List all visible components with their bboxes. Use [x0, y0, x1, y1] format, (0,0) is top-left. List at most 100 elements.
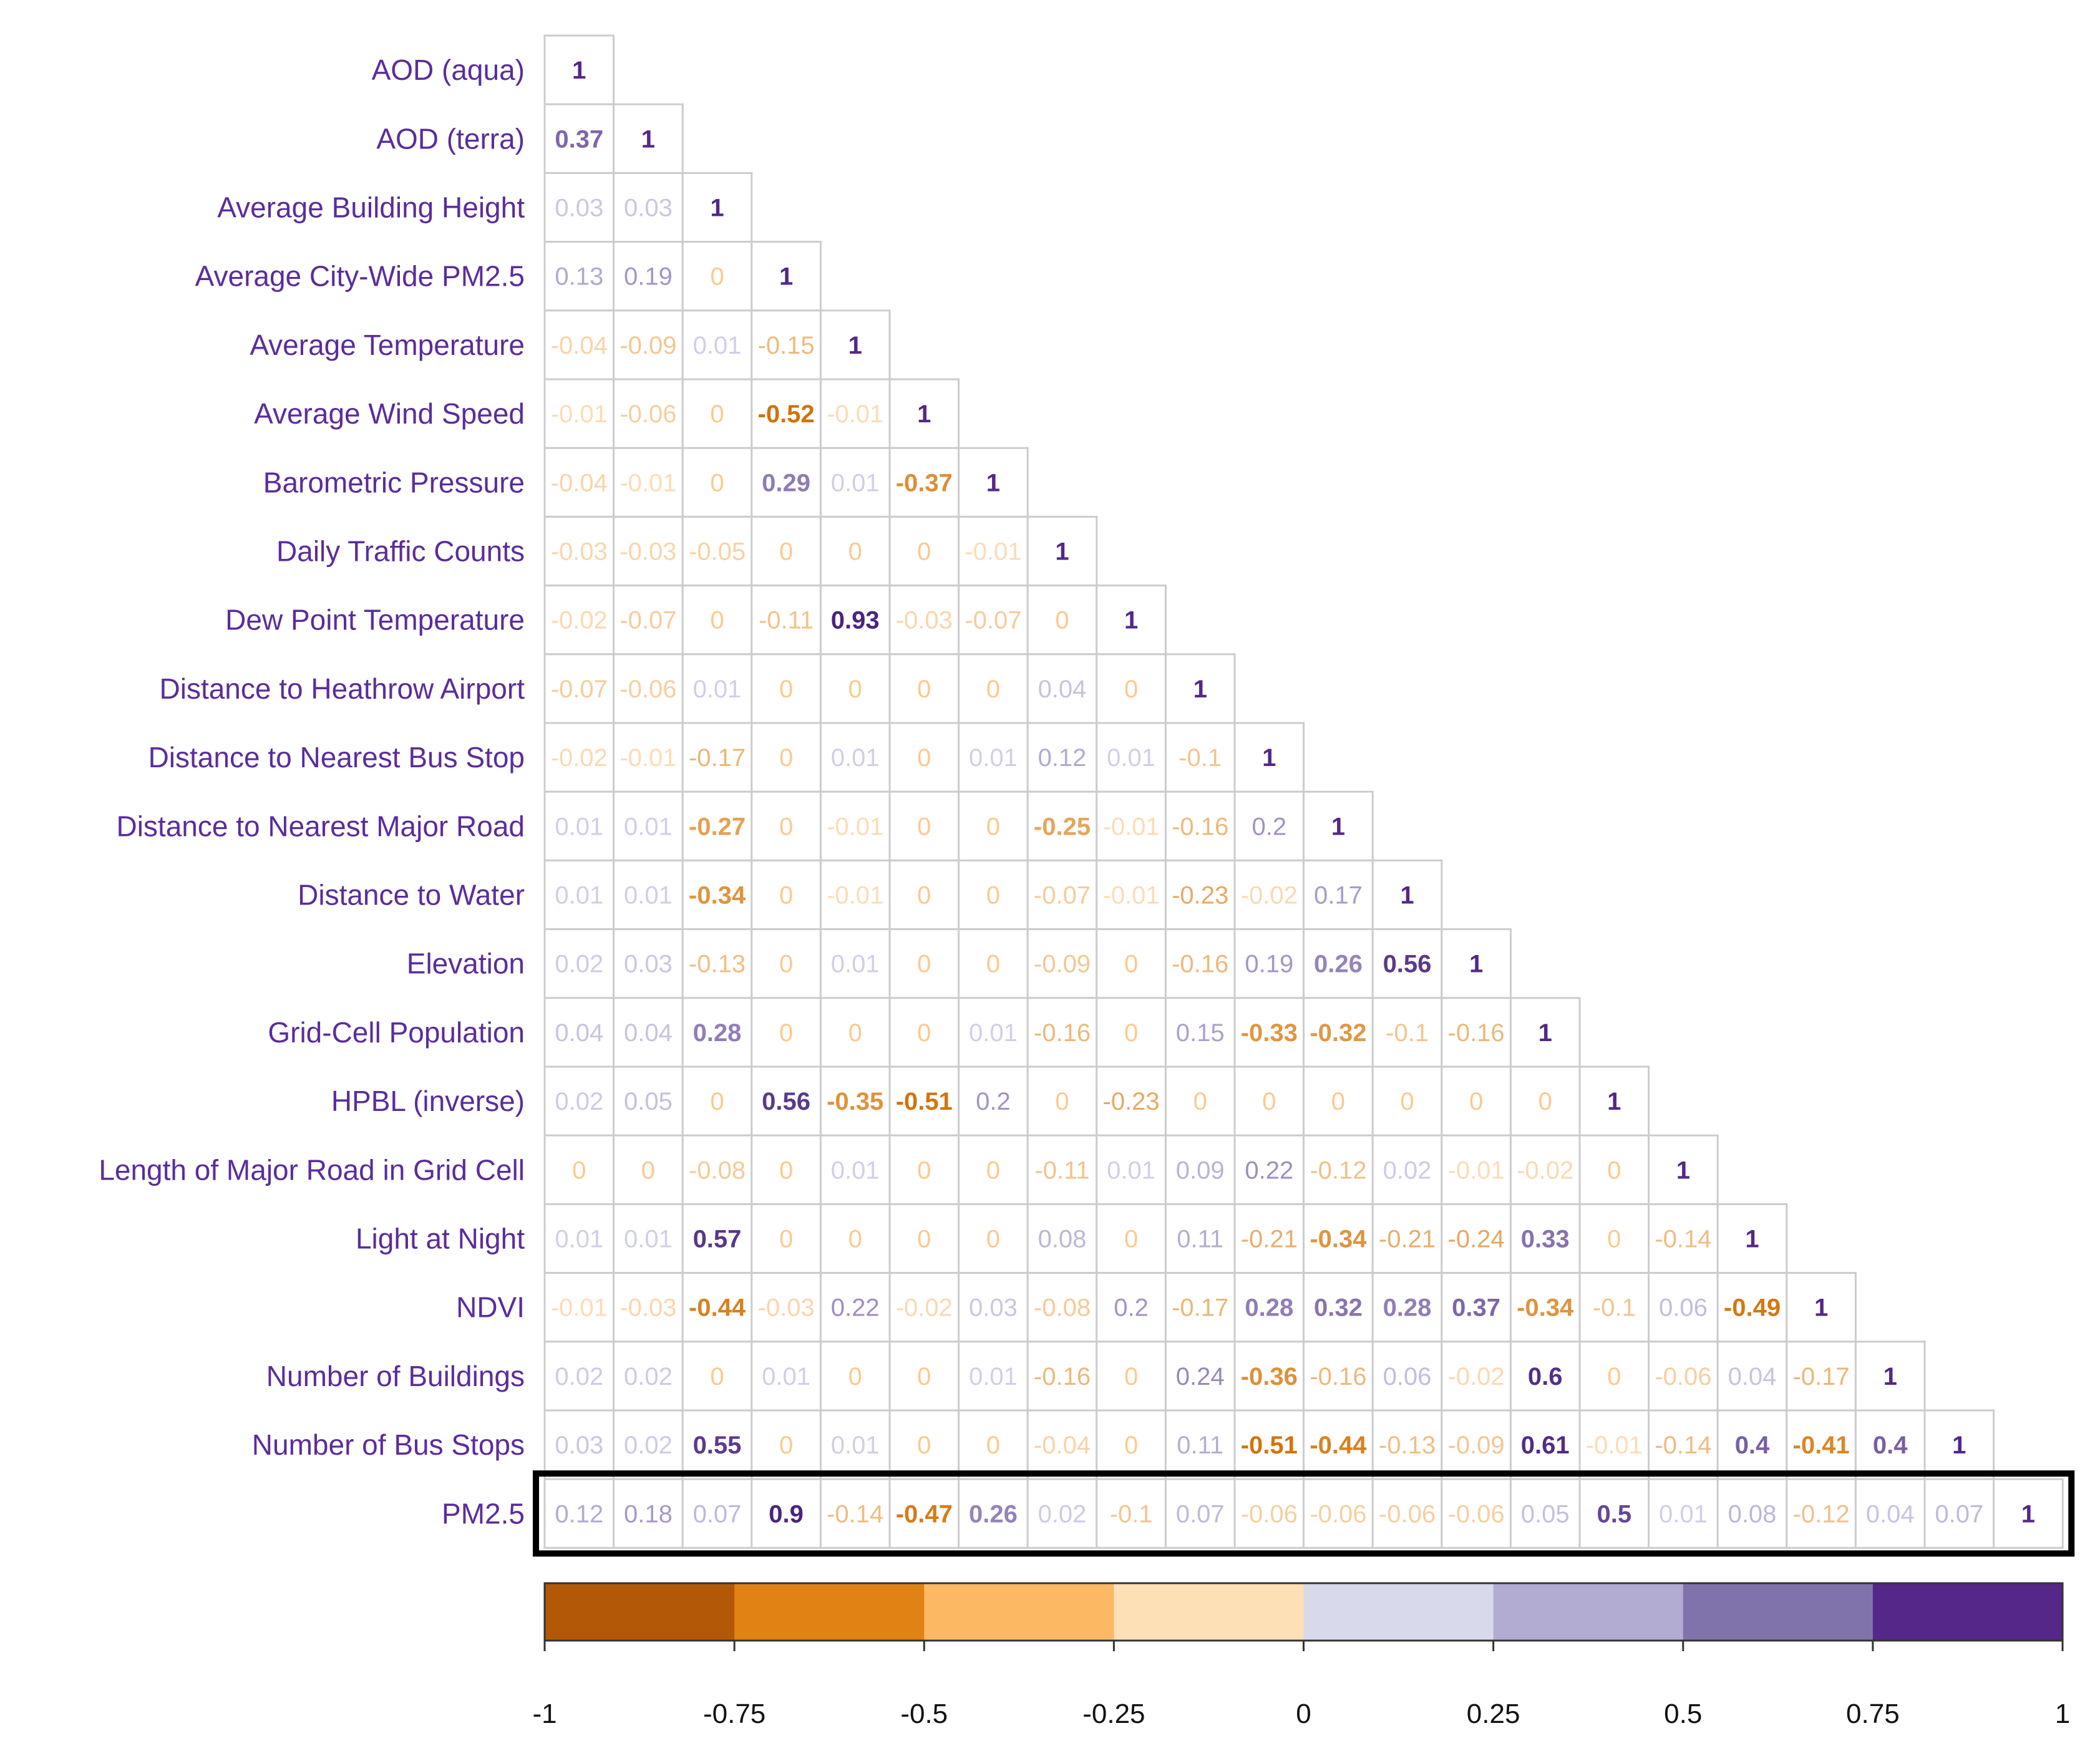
matrix-cell: 0.01	[613, 790, 684, 861]
cell-value: -0.34	[1310, 1226, 1367, 1253]
cell-value: 0.22	[831, 1294, 880, 1322]
cell-box	[751, 722, 822, 793]
row-labels: AOD (aqua) AOD (terra) Average Building He…	[99, 54, 525, 1530]
matrix-cell: -0.01	[958, 515, 1029, 587]
cell-value: 1	[1952, 1432, 1966, 1459]
cell-box	[751, 1341, 822, 1412]
cell-value: -0.02	[896, 1294, 953, 1322]
cell-box	[613, 1065, 684, 1137]
cell-box	[1441, 1478, 1512, 1549]
matrix-cell: 0	[888, 515, 960, 587]
matrix-cell: 0	[681, 1341, 753, 1412]
cell-box	[681, 1065, 753, 1137]
matrix-cell: 0	[1096, 928, 1167, 999]
matrix-cell: -0.06	[1441, 1478, 1512, 1549]
row-label: Distance to Nearest Major Road	[116, 810, 525, 842]
cell-value: 1	[641, 125, 655, 153]
matrix-cell: 0.19	[1233, 928, 1305, 999]
matrix-cell: 0	[888, 1409, 960, 1480]
matrix-cell: -0.02	[543, 722, 615, 793]
cell-value: 0.01	[693, 332, 742, 359]
matrix-cell: -0.07	[1026, 859, 1098, 931]
cell-value: 0.03	[555, 1432, 603, 1459]
cell-value: -0.44	[1310, 1432, 1367, 1459]
cell-value: 0.07	[1176, 1500, 1225, 1528]
matrix-cell: -0.06	[1233, 1478, 1305, 1549]
colorbar-tick-label: 0	[1296, 1699, 1311, 1729]
cell-value: 0.01	[1107, 1157, 1155, 1184]
matrix-cell: -0.27	[681, 790, 753, 861]
cell-value: 0.08	[1728, 1500, 1777, 1528]
cell-value: -0.12	[1793, 1500, 1850, 1528]
cell-box	[613, 309, 684, 381]
cell-value: 0.01	[969, 1363, 1018, 1390]
cell-value: -0.16	[1034, 1019, 1091, 1047]
cell-value: -0.01	[551, 400, 608, 428]
pm25-row-highlight	[533, 1470, 2075, 1557]
matrix-cell: -0.01	[1096, 859, 1167, 931]
cell-value: -0.01	[1586, 1432, 1643, 1459]
cell-box	[819, 653, 891, 724]
cell-value: 0.02	[624, 1363, 673, 1390]
cell-box	[751, 378, 822, 449]
cell-box	[958, 1341, 1029, 1412]
cell-value: 0.03	[624, 951, 673, 978]
cell-value: -0.06	[620, 400, 676, 428]
cell-box	[613, 653, 684, 724]
cell-value: -0.06	[1448, 1500, 1505, 1528]
cell-box	[888, 859, 960, 931]
cell-box	[1716, 1341, 1788, 1412]
cell-value: -0.11	[759, 607, 814, 634]
matrix-cell: 0.4	[1716, 1409, 1788, 1480]
cell-value: 1	[1124, 607, 1138, 634]
cell-box	[1096, 790, 1167, 861]
cell-value: 0.02	[555, 1088, 603, 1115]
cell-value: 0.01	[831, 469, 880, 497]
cell-value: 0.12	[1038, 744, 1087, 772]
matrix-cell: -0.02	[543, 584, 615, 656]
cell-value: -0.1	[1110, 1500, 1153, 1528]
matrix-cell: 1	[543, 34, 615, 105]
cell-value: 1	[1469, 951, 1483, 978]
cell-box	[1096, 584, 1167, 656]
cell-value: 1	[1055, 538, 1069, 566]
matrix-cell: 0.2	[958, 1065, 1029, 1137]
cell-value: -0.27	[689, 813, 746, 840]
cell-value: 0	[710, 263, 724, 291]
cell-box	[1026, 928, 1098, 999]
cell-box	[1096, 1341, 1167, 1412]
cell-value: 0.02	[555, 1363, 603, 1390]
cell-box	[888, 1478, 960, 1549]
matrix-cell: -0.17	[1164, 1272, 1236, 1343]
colorbar-tick-label: -1	[532, 1699, 557, 1729]
cell-box	[751, 790, 822, 861]
cell-value: -0.15	[758, 332, 815, 359]
cell-value: 0.4	[1735, 1432, 1770, 1459]
matrix-cell: 0.01	[1096, 1134, 1167, 1205]
matrix-cell: 0.11	[1164, 1203, 1236, 1274]
row-label: Dew Point Temperature	[225, 604, 525, 636]
cell-box	[1441, 1065, 1512, 1137]
matrix-cell: -0.1	[1371, 997, 1443, 1068]
matrix-cell: -0.01	[543, 378, 615, 449]
matrix-cell: 0.01	[613, 859, 684, 931]
matrix-cell: -0.17	[1786, 1341, 1857, 1412]
matrix-cell: 0.5	[1578, 1478, 1650, 1549]
cell-value: -0.02	[551, 607, 608, 634]
matrix-cell: 0	[819, 1341, 891, 1412]
cell-value: -0.02	[1517, 1157, 1573, 1184]
row-label: Distance to Nearest Bus Stop	[148, 741, 525, 774]
cell-box	[819, 1478, 891, 1549]
colorbar-tick-label: 1	[2055, 1699, 2070, 1729]
matrix-cell: 0	[751, 859, 822, 931]
matrix-cell: 0	[1096, 997, 1167, 1068]
cell-value: -0.51	[896, 1088, 953, 1115]
matrix-cell: 0.03	[613, 172, 684, 243]
cell-box	[888, 1134, 960, 1205]
cell-box	[1578, 1272, 1650, 1343]
colorbar-tick-label: -0.25	[1082, 1699, 1145, 1729]
matrix-cell: 0	[681, 1065, 753, 1137]
matrix-cell: -0.01	[613, 722, 684, 793]
cell-box	[681, 172, 753, 243]
cell-box	[1648, 1341, 1719, 1412]
